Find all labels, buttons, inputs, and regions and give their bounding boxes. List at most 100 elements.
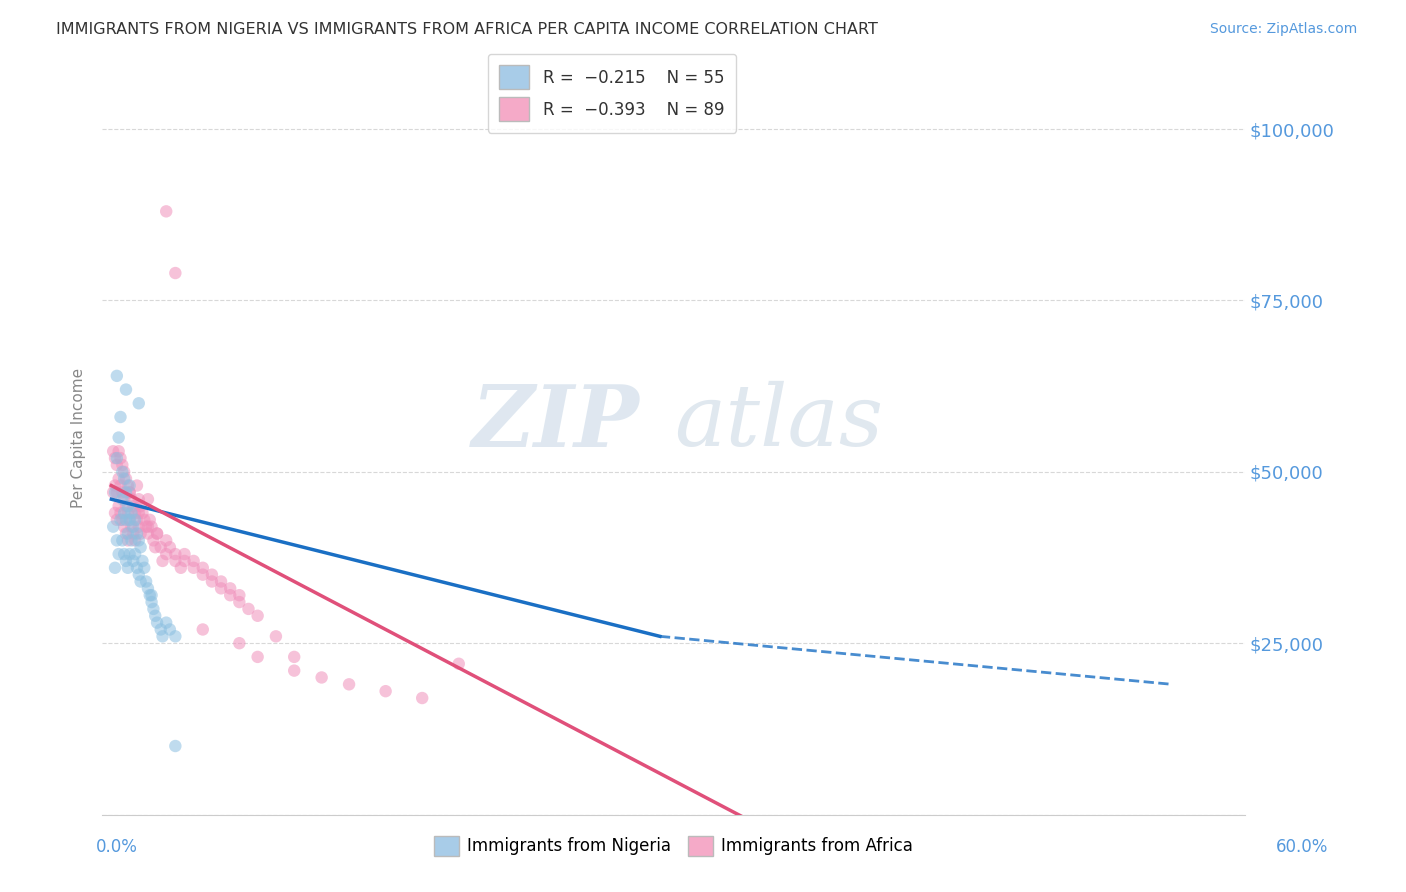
Point <box>311 670 333 684</box>
Point <box>111 485 134 500</box>
Point <box>209 582 232 596</box>
Point <box>110 513 132 527</box>
Point <box>191 623 214 637</box>
Point <box>155 533 177 548</box>
Point <box>115 499 138 513</box>
Point <box>146 615 169 630</box>
Y-axis label: Per Capita Income: Per Capita Income <box>72 368 86 508</box>
Point <box>155 204 177 219</box>
Point <box>118 485 141 500</box>
Point <box>183 554 205 568</box>
Text: 0.0%: 0.0% <box>96 838 138 855</box>
Point <box>110 451 132 466</box>
Point <box>104 451 127 466</box>
Point <box>117 533 139 548</box>
Point <box>165 554 187 568</box>
Point <box>125 478 148 492</box>
Point <box>121 519 143 533</box>
Point <box>143 540 166 554</box>
Point <box>122 526 145 541</box>
Point <box>124 506 146 520</box>
Point <box>115 513 138 527</box>
Point <box>122 499 145 513</box>
Point <box>111 492 134 507</box>
Point <box>118 547 141 561</box>
Point <box>246 608 269 623</box>
Point <box>115 472 138 486</box>
Point <box>103 519 125 533</box>
Point <box>105 368 128 383</box>
Point <box>219 582 242 596</box>
Point <box>183 561 205 575</box>
Point <box>115 554 138 568</box>
Point <box>337 677 360 691</box>
Point <box>111 465 134 479</box>
Point <box>159 623 181 637</box>
Point <box>105 458 128 472</box>
Point <box>152 554 174 568</box>
Point <box>110 506 132 520</box>
Point <box>103 444 125 458</box>
Point <box>124 547 146 561</box>
Text: IMMIGRANTS FROM NIGERIA VS IMMIGRANTS FROM AFRICA PER CAPITA INCOME CORRELATION : IMMIGRANTS FROM NIGERIA VS IMMIGRANTS FR… <box>56 22 879 37</box>
Point <box>111 458 134 472</box>
Point <box>104 561 127 575</box>
Point <box>118 478 141 492</box>
Point <box>104 478 127 492</box>
Point <box>283 649 305 664</box>
Point <box>149 540 172 554</box>
Point <box>155 547 177 561</box>
Point <box>117 478 139 492</box>
Point <box>283 664 305 678</box>
Point <box>124 533 146 548</box>
Point <box>152 629 174 643</box>
Point <box>103 485 125 500</box>
Point <box>129 540 152 554</box>
Point <box>141 519 163 533</box>
Point <box>141 595 163 609</box>
Point <box>112 519 135 533</box>
Point <box>125 526 148 541</box>
Point <box>264 629 287 643</box>
Point <box>115 526 138 541</box>
Point <box>122 519 145 533</box>
Point <box>117 526 139 541</box>
Point <box>411 691 433 706</box>
Point <box>121 506 143 520</box>
Legend: R =  −0.215    N = 55, R =  −0.393    N = 89: R = −0.215 N = 55, R = −0.393 N = 89 <box>488 54 735 133</box>
Point <box>107 547 129 561</box>
Point <box>146 526 169 541</box>
Point <box>117 499 139 513</box>
Point <box>112 547 135 561</box>
Point <box>134 513 156 527</box>
Point <box>142 533 165 548</box>
Point <box>115 383 138 397</box>
Point <box>118 485 141 500</box>
Point <box>165 629 187 643</box>
Point <box>107 472 129 486</box>
Point <box>121 492 143 507</box>
Point <box>228 588 250 602</box>
Point <box>136 492 159 507</box>
Point <box>105 513 128 527</box>
Point <box>118 513 141 527</box>
Point <box>112 472 135 486</box>
Point <box>115 485 138 500</box>
Point <box>146 526 169 541</box>
Point <box>105 451 128 466</box>
Point <box>105 533 128 548</box>
Point <box>125 513 148 527</box>
Point <box>165 547 187 561</box>
Point <box>128 533 150 548</box>
Point <box>125 561 148 575</box>
Point <box>122 554 145 568</box>
Point <box>136 526 159 541</box>
Point <box>139 513 162 527</box>
Point <box>141 588 163 602</box>
Point <box>134 561 156 575</box>
Point <box>110 478 132 492</box>
Point <box>131 506 153 520</box>
Point <box>107 499 129 513</box>
Point <box>135 519 157 533</box>
Point <box>374 684 396 698</box>
